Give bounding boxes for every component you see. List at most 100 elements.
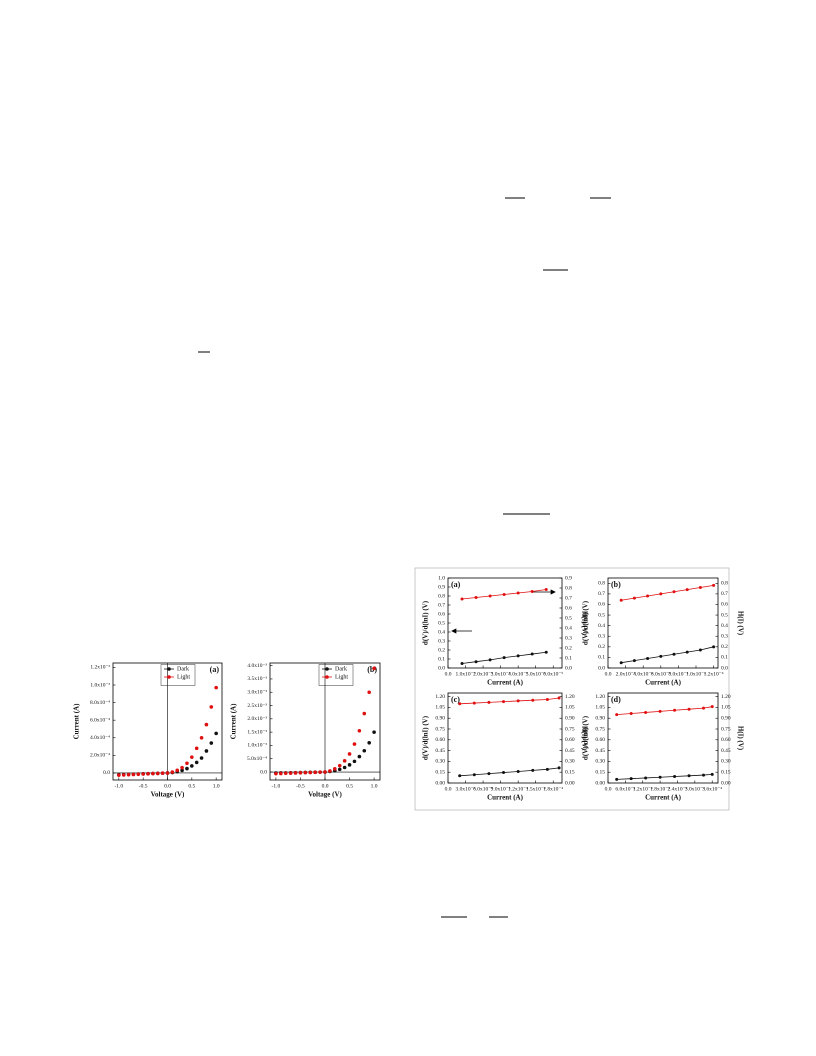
data-point	[619, 598, 623, 602]
y2-tick-label: 0.7	[721, 591, 728, 597]
x-axis-title: Current (A)	[645, 679, 682, 687]
y2-tick-label: 0.6	[721, 602, 728, 608]
data-point	[659, 592, 663, 596]
y2-tick-label: 0.6	[565, 605, 572, 611]
y2-tick-label: 0.3	[565, 635, 572, 641]
data-point	[175, 768, 180, 773]
data-point	[619, 661, 623, 665]
y-tick-label: 0.90	[595, 715, 605, 721]
y-tick-label: 0.00	[435, 780, 445, 786]
y-tick-label: 0.5	[598, 612, 605, 618]
y-tick-label: 0.4	[598, 623, 605, 629]
y-tick-label: 4.0x10⁻⁴	[90, 735, 110, 741]
data-point	[472, 773, 476, 777]
x-axis-title: Voltage (V)	[151, 791, 185, 799]
y2-tick-label: 0.9	[565, 575, 572, 581]
plot-frame	[607, 692, 719, 784]
data-point	[372, 730, 376, 734]
data-point	[194, 746, 199, 751]
data-point	[673, 775, 677, 779]
y-tick-label: 1.5x10⁻³	[247, 729, 267, 735]
x-axis-title: Current (A)	[645, 794, 682, 802]
data-point	[362, 711, 367, 716]
y-tick-label: 0.15	[435, 769, 445, 775]
y2-tick-label: 0.0	[721, 665, 728, 671]
y2-tick-label: 0.45	[721, 748, 731, 754]
data-point	[531, 768, 535, 772]
data-point	[342, 759, 347, 763]
data-point	[710, 772, 714, 776]
y2-tick-label: 0.30	[721, 759, 731, 765]
x-tick-label: 0.0	[445, 671, 452, 677]
data-point	[472, 701, 476, 705]
x-axis-title: Current (A)	[487, 679, 524, 687]
x-tick-label: 1.8x10⁻⁴	[650, 786, 670, 792]
y2-tick-label: 1.20	[721, 694, 731, 700]
data-point	[557, 766, 561, 770]
data-point	[488, 594, 492, 598]
data-point	[170, 770, 175, 774]
x-tick-label: 6.0x10⁻⁵	[473, 786, 493, 792]
data-point	[702, 773, 706, 777]
x-tick-label: 2.0x10⁻⁵	[473, 671, 493, 677]
chart: 0.0 6.0x10⁻⁵1.2x10⁻⁴1.8x10⁻⁴2.4x10⁻⁴3.0x1…	[582, 692, 744, 802]
data-point	[121, 773, 126, 777]
data-point	[659, 654, 663, 658]
y-tick-label: 8.0x10⁻⁴	[90, 700, 110, 706]
data-point	[658, 709, 662, 713]
data-point	[712, 583, 716, 587]
data-point	[615, 777, 619, 781]
data-point	[323, 770, 327, 774]
data-point	[474, 660, 478, 664]
y-tick-label: 0.00	[595, 780, 605, 786]
y2-tick-label: 0.45	[565, 748, 575, 754]
data-point	[544, 650, 548, 654]
y-tick-label: 2.5x10⁻³	[247, 703, 267, 709]
data-point	[458, 774, 462, 778]
data-point	[190, 755, 194, 759]
y-tick-label: 0.7	[438, 602, 445, 608]
panel-label: (b)	[611, 580, 621, 589]
data-point	[487, 772, 491, 776]
data-point	[362, 748, 367, 753]
data-point	[131, 772, 136, 777]
x-tick-label: 2.0x10⁻⁵	[616, 671, 636, 677]
y-tick-label: 0.0	[103, 770, 110, 776]
y-tick-label: 0.7	[598, 591, 605, 597]
y-tick-label: 0.8	[598, 581, 605, 587]
data-point	[165, 771, 170, 775]
data-point	[673, 708, 677, 712]
legend-box	[160, 664, 196, 686]
x-tick-label: 6.0x10⁻⁵	[543, 671, 563, 677]
arrow-head	[550, 589, 556, 595]
y2-tick-label: 0.5	[721, 612, 728, 618]
data-point	[214, 685, 218, 690]
x-tick-label: 1.0	[213, 783, 220, 789]
x-tick-label: -1.0	[272, 783, 281, 789]
y-tick-label: 0.8	[438, 593, 445, 599]
data-point	[629, 712, 633, 716]
data-point	[342, 765, 347, 770]
data-point	[646, 594, 650, 598]
data-point	[516, 591, 520, 595]
y-tick-label: 1.20	[435, 694, 445, 700]
y-axis-title: Current (A)	[230, 703, 238, 740]
plot-frame	[447, 692, 563, 784]
data-point	[328, 769, 332, 773]
data-point	[160, 771, 165, 775]
x-tick-label: 2.4x10⁻⁴	[667, 786, 687, 792]
x-tick-label: 6.0x10⁻⁵	[651, 671, 671, 677]
x-tick-label: 1.0x10⁻⁵	[456, 671, 476, 677]
data-point	[372, 666, 376, 671]
x-axis-title: Current (A)	[487, 794, 524, 802]
chart: 0.0 2.0x10⁻⁵4.0x10⁻⁵6.0x10⁻⁵8.0x10⁻⁵1.0x1…	[582, 577, 744, 687]
y-tick-label: 0.0	[598, 665, 605, 671]
data-point	[644, 710, 648, 714]
data-point	[303, 770, 308, 775]
data-point	[632, 659, 636, 663]
data-point	[180, 765, 184, 770]
data-point	[672, 652, 676, 656]
panel-label: (a)	[210, 665, 220, 674]
data-point	[698, 586, 702, 590]
chart: 0.0 3.0x10⁻⁵6.0x10⁻⁵9.0x10⁻⁵1.2x10⁻⁴1.5x1…	[422, 692, 588, 802]
